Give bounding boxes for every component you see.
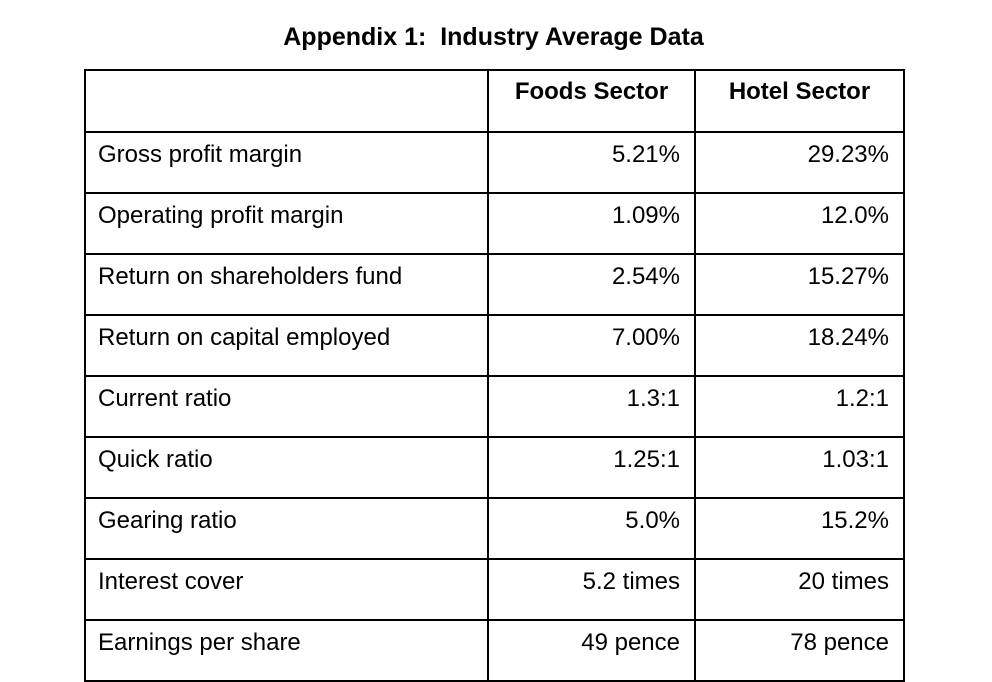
row-label-cell: Gross profit margin	[84, 131, 489, 194]
foods-value-cell: 7.00%	[487, 314, 696, 377]
hotel-value-cell: 1.2:1	[694, 375, 905, 438]
header-cell-foods-sector: Foods Sector	[487, 69, 696, 133]
table-row: Gross profit margin 5.21% 29.23%	[84, 131, 905, 194]
table-row: Operating profit margin 1.09% 12.0%	[84, 192, 905, 255]
header-cell-hotel-sector: Hotel Sector	[694, 69, 905, 133]
header-row: Foods Sector Hotel Sector	[84, 69, 905, 133]
table-row: Interest cover 5.2 times 20 times	[84, 558, 905, 621]
foods-value-cell: 5.21%	[487, 131, 696, 194]
row-label-cell: Current ratio	[84, 375, 489, 438]
foods-value-cell: 1.09%	[487, 192, 696, 255]
table-row: Return on capital employed 7.00% 18.24%	[84, 314, 905, 377]
hotel-value-cell: 15.27%	[694, 253, 905, 316]
header-cell-blank	[84, 69, 489, 133]
foods-value-cell: 5.0%	[487, 497, 696, 560]
foods-value-cell: 1.3:1	[487, 375, 696, 438]
row-label-cell: Return on shareholders fund	[84, 253, 489, 316]
table-body: Gross profit margin 5.21% 29.23% Operating …	[84, 131, 905, 682]
table-row: Quick ratio 1.25:1 1.03:1	[84, 436, 905, 499]
table-row: Current ratio 1.3:1 1.2:1	[84, 375, 905, 438]
row-label-cell: Earnings per share	[84, 619, 489, 682]
foods-value-cell: 2.54%	[487, 253, 696, 316]
table-row: Return on shareholders fund 2.54% 15.27%	[84, 253, 905, 316]
hotel-value-cell: 12.0%	[694, 192, 905, 255]
row-label-cell: Return on capital employed	[84, 314, 489, 377]
hotel-value-cell: 15.2%	[694, 497, 905, 560]
row-label-cell: Operating profit margin	[84, 192, 489, 255]
hotel-value-cell: 18.24%	[694, 314, 905, 377]
foods-value-cell: 1.25:1	[487, 436, 696, 499]
hotel-value-cell: 78 pence	[694, 619, 905, 682]
table-row: Earnings per share 49 pence 78 pence	[84, 619, 905, 682]
hotel-value-cell: 29.23%	[694, 131, 905, 194]
table-header: Foods Sector Hotel Sector	[84, 69, 905, 133]
table-row: Gearing ratio 5.0% 15.2%	[84, 497, 905, 560]
hotel-value-cell: 20 times	[694, 558, 905, 621]
foods-value-cell: 5.2 times	[487, 558, 696, 621]
hotel-value-cell: 1.03:1	[694, 436, 905, 499]
row-label-cell: Interest cover	[84, 558, 489, 621]
row-label-cell: Quick ratio	[84, 436, 489, 499]
foods-value-cell: 49 pence	[487, 619, 696, 682]
page-title: Appendix 1: Industry Average Data	[283, 23, 704, 51]
row-label-cell: Gearing ratio	[84, 497, 489, 560]
industry-average-table: Foods Sector Hotel Sector Gross profit m…	[84, 69, 905, 682]
